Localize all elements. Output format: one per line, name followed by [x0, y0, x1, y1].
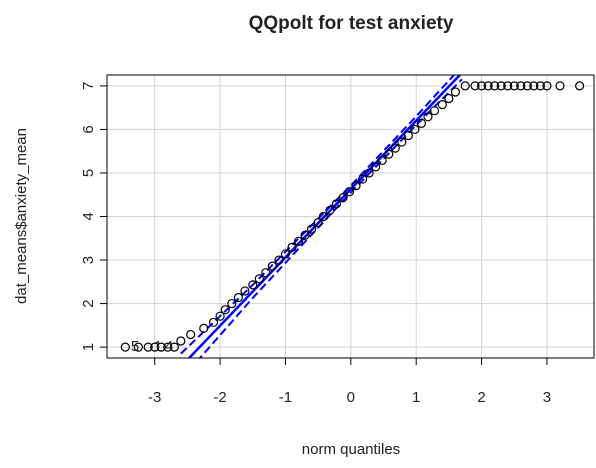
envelope-line [180, 75, 456, 355]
y-tick-label: 2 [80, 299, 97, 307]
x-tick-label: 2 [477, 389, 485, 406]
point [416, 118, 427, 128]
point [423, 112, 433, 122]
x-tick-label: -1 [279, 389, 292, 406]
point [490, 81, 500, 91]
point [267, 261, 277, 271]
point [143, 342, 153, 352]
point [325, 205, 335, 216]
point [371, 162, 381, 172]
point [390, 143, 400, 153]
point [460, 81, 470, 91]
point [248, 280, 258, 290]
point [150, 342, 160, 352]
point [307, 224, 317, 234]
point [215, 311, 225, 321]
point [280, 249, 291, 259]
point [476, 81, 487, 91]
point [331, 199, 342, 209]
y-tick-label: 4 [80, 212, 97, 220]
point [384, 149, 394, 159]
point [364, 168, 374, 178]
point [522, 81, 532, 91]
x-tick-label: -2 [213, 389, 226, 406]
chart-title: QQpolt for test anxiety [249, 13, 454, 34]
point [313, 217, 323, 228]
point [338, 193, 348, 203]
y-tick-label: 5 [80, 169, 97, 177]
point [575, 81, 585, 91]
point [208, 317, 219, 327]
point [176, 336, 186, 346]
y-tick-label: 1 [80, 343, 97, 351]
lines [180, 75, 463, 358]
point [377, 155, 387, 165]
grid [107, 75, 594, 358]
point [397, 137, 407, 147]
point [227, 298, 237, 309]
point-label: 5 [131, 338, 139, 355]
point [220, 305, 230, 315]
point [300, 230, 310, 240]
point [318, 211, 328, 222]
point [261, 268, 271, 278]
point [169, 342, 179, 352]
x-axis-label: norm quantiles [302, 441, 400, 458]
point [509, 81, 519, 91]
point [156, 342, 166, 352]
point [516, 81, 526, 91]
point [186, 329, 196, 340]
point [429, 106, 440, 116]
point [344, 187, 355, 197]
y-tick-label: 7 [80, 82, 97, 90]
point [410, 124, 420, 135]
point [357, 174, 368, 184]
point [450, 87, 461, 97]
point [199, 323, 209, 333]
y-axis-label: dat_means$anxiety_mean [13, 128, 30, 304]
point [437, 100, 447, 110]
point [133, 342, 143, 352]
x-tick-label: 1 [412, 389, 420, 406]
point [233, 292, 243, 303]
envelope-line [198, 78, 463, 358]
point-label: 1 [154, 338, 162, 355]
point [240, 286, 250, 296]
point [403, 130, 413, 141]
x-tick-label: -3 [148, 389, 161, 406]
point [163, 342, 173, 352]
point [120, 342, 130, 352]
point [444, 93, 454, 104]
point [483, 81, 493, 91]
point [293, 236, 304, 246]
point [254, 274, 264, 284]
point [542, 81, 552, 91]
points [120, 81, 585, 352]
point [529, 81, 539, 91]
point [503, 81, 513, 91]
point [535, 81, 545, 91]
point [287, 242, 297, 253]
point-label: 4 [165, 338, 173, 355]
x-tick-label: 0 [347, 389, 355, 406]
y-tick-label: 3 [80, 256, 97, 264]
point [351, 180, 361, 191]
point [496, 81, 506, 91]
x-tick-label: 3 [543, 389, 551, 406]
point [555, 81, 565, 91]
y-tick-label: 6 [80, 125, 97, 133]
point [470, 81, 480, 91]
point [274, 255, 284, 265]
